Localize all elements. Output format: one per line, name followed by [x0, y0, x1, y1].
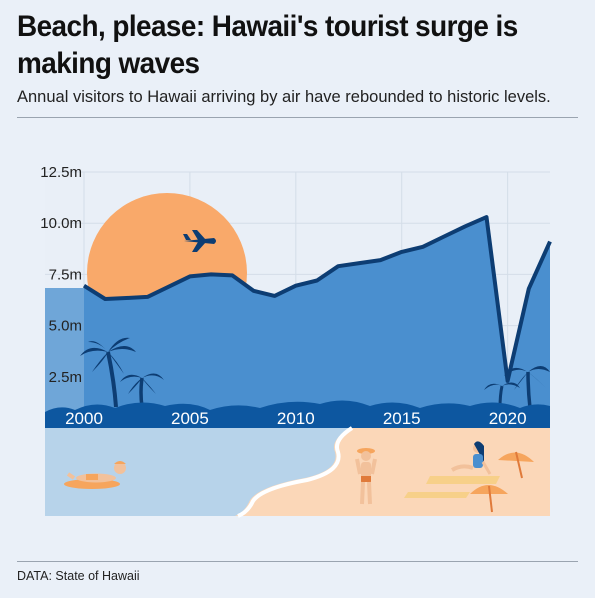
data-source: DATA: State of Hawaii	[17, 569, 140, 583]
bottom-divider	[17, 561, 578, 562]
x-tick-label: 2015	[383, 409, 421, 428]
sunbather-icon	[355, 448, 377, 505]
chart-title: Beach, please: Hawaii's tourist surge is…	[17, 10, 518, 80]
y-tick-label: 5.0m	[49, 318, 82, 335]
top-divider	[17, 117, 578, 118]
y-tick-label: 2.5m	[49, 369, 82, 386]
beach-towel-icon	[404, 476, 500, 498]
x-tick-label: 2000	[65, 409, 103, 428]
bushes-band	[45, 400, 550, 428]
sitting-person-icon	[450, 441, 492, 475]
x-tick-label: 2020	[489, 409, 527, 428]
x-tick-label: 2005	[171, 409, 209, 428]
y-tick-label: 12.5m	[40, 164, 82, 181]
airplane-icon	[183, 230, 216, 252]
y-tick-label: 7.5m	[49, 266, 82, 283]
beach-umbrella-icon	[470, 451, 534, 513]
visitor-area	[84, 217, 550, 428]
y-tick-label: 10.0m	[40, 215, 82, 232]
visitor-line	[82, 215, 552, 383]
swimmer-icon	[64, 461, 126, 489]
x-tick-label: 2010	[277, 409, 315, 428]
chart-subtitle: Annual visitors to Hawaii arriving by ai…	[17, 88, 551, 106]
beach-water	[45, 428, 350, 516]
pre-series-band	[45, 288, 84, 428]
water-foam	[237, 426, 354, 518]
